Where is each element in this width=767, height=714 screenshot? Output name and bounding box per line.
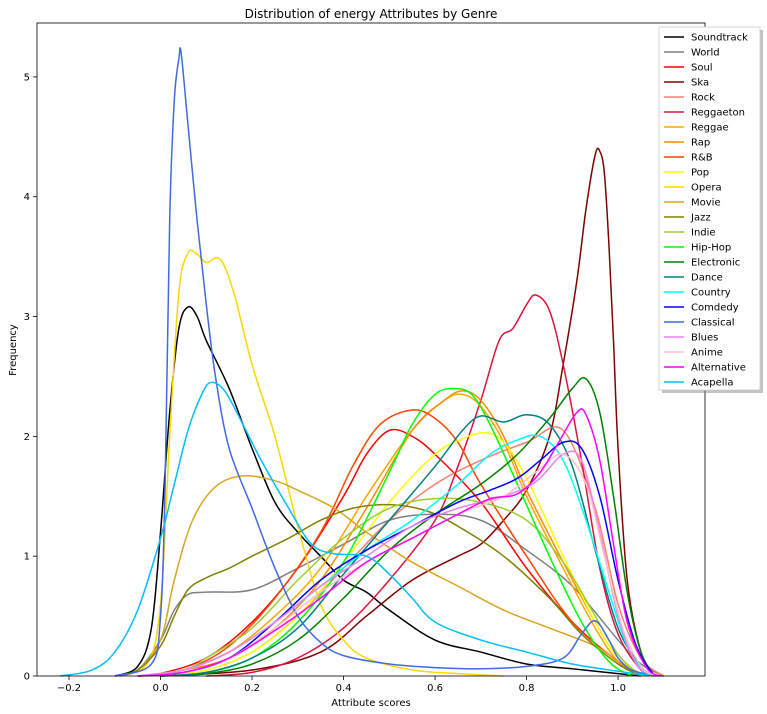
- legend-label: Soundtrack: [691, 33, 748, 44]
- legend: Soundtrack World Soul Ska Rock Reggaeton Regga…: [658, 26, 763, 393]
- legend-item-rock: Rock: [664, 93, 715, 104]
- legend-label: Jazz: [690, 213, 711, 224]
- legend-item-blues: Blues: [664, 333, 718, 344]
- legend-label: R&B: [691, 153, 713, 164]
- x-tick-label: 0.2: [244, 683, 260, 694]
- legend-item-indie: Indie: [664, 228, 716, 239]
- legend-item-anime: Anime: [664, 348, 723, 359]
- series-line-indie: [137, 497, 642, 677]
- y-tick-label: 1: [24, 552, 30, 563]
- legend-label: Ska: [691, 78, 709, 89]
- legend-label: Opera: [691, 183, 722, 194]
- y-tick-label: 5: [24, 72, 30, 83]
- legend-item-hip-hop: Hip-Hop: [664, 243, 731, 254]
- legend-label: Alternative: [691, 363, 746, 374]
- legend-label: Pop: [691, 168, 709, 179]
- y-axis-label: Frequency: [8, 324, 19, 376]
- series-line-pop: [160, 431, 642, 677]
- series-line-dance: [160, 414, 656, 677]
- legend-label: Hip-Hop: [691, 243, 731, 254]
- legend-label: Blues: [691, 333, 718, 344]
- legend-item-pop: Pop: [664, 168, 709, 179]
- series-line-classical: [114, 47, 655, 677]
- legend-box: [658, 26, 761, 391]
- y-tick-label: 2: [24, 432, 30, 443]
- x-tick-label: 0.0: [153, 683, 169, 694]
- legend-label: Rock: [691, 93, 715, 104]
- legend-item-reggae: Reggae: [664, 123, 729, 134]
- legend-label: Indie: [691, 228, 716, 239]
- series-line-alternative: [137, 408, 660, 677]
- chart-title: Distribution of energy Attributes by Gen…: [245, 7, 498, 21]
- legend-items: Soundtrack World Soul Ska Rock Reggaeton Regga…: [664, 33, 748, 389]
- x-tick-label: 0.8: [519, 683, 535, 694]
- legend-item-movie: Movie: [664, 198, 721, 209]
- series-line-acapella: [59, 381, 655, 677]
- legend-label: Dance: [691, 273, 723, 284]
- legend-item-reggaeton: Reggaeton: [664, 108, 745, 119]
- series-line-jazz: [114, 503, 642, 677]
- x-axis-label: Attribute scores: [331, 698, 410, 709]
- legend-item-dance: Dance: [664, 273, 723, 284]
- y-tick-label: 4: [24, 192, 30, 203]
- x-tick-label: 0.6: [427, 683, 443, 694]
- legend-item-classical: Classical: [664, 318, 735, 329]
- legend-item-comdedy: Comdedy: [664, 303, 739, 314]
- legend-item-alternative: Alternative: [664, 363, 746, 374]
- y-tick-label: 0: [24, 672, 30, 683]
- legend-label: Classical: [691, 318, 735, 329]
- x-tick-label: 0.4: [336, 683, 352, 694]
- series-line-hip-hop: [160, 387, 633, 677]
- legend-label: Comdedy: [691, 303, 739, 314]
- legend-item-rap: Rap: [664, 138, 710, 149]
- legend-label: Electronic: [691, 258, 740, 269]
- plot-area: [37, 23, 705, 676]
- legend-label: Reggaeton: [691, 108, 745, 119]
- legend-item-r-b: R&B: [664, 153, 713, 164]
- series-line-reggae: [137, 393, 642, 677]
- legend-label: Anime: [691, 348, 723, 359]
- series-line-movie: [114, 474, 642, 677]
- series-line-ska: [160, 147, 656, 677]
- y-tick-label: 3: [24, 312, 30, 323]
- legend-item-electronic: Electronic: [664, 258, 740, 269]
- axis-ticks: −0.2 0.0 0.2 0.4 0.6 0.8 1.0 0 1 2 3 4 5: [24, 72, 626, 694]
- legend-item-country: Country: [664, 288, 731, 299]
- legend-item-jazz: Jazz: [664, 213, 711, 224]
- series-lines: [59, 47, 665, 677]
- legend-item-world: World: [664, 48, 720, 59]
- legend-item-ska: Ska: [664, 78, 709, 89]
- series-line-electronic: [160, 376, 656, 677]
- x-tick-label: 1.0: [610, 683, 626, 694]
- legend-label: Reggae: [691, 123, 729, 134]
- legend-label: Country: [691, 288, 731, 299]
- legend-label: World: [691, 48, 720, 59]
- legend-label: Rap: [691, 138, 710, 149]
- series-line-comdedy: [137, 440, 656, 677]
- series-line-anime: [137, 453, 656, 677]
- legend-label: Acapella: [691, 378, 733, 389]
- legend-item-acapella: Acapella: [664, 378, 733, 389]
- legend-item-soundtrack: Soundtrack: [664, 33, 748, 44]
- legend-item-soul: Soul: [664, 63, 713, 74]
- series-line-r-b: [137, 409, 642, 677]
- x-tick-label: −0.2: [57, 683, 81, 694]
- series-line-opera: [114, 249, 504, 677]
- legend-item-opera: Opera: [664, 183, 722, 194]
- legend-label: Movie: [691, 198, 721, 209]
- legend-label: Soul: [691, 63, 713, 74]
